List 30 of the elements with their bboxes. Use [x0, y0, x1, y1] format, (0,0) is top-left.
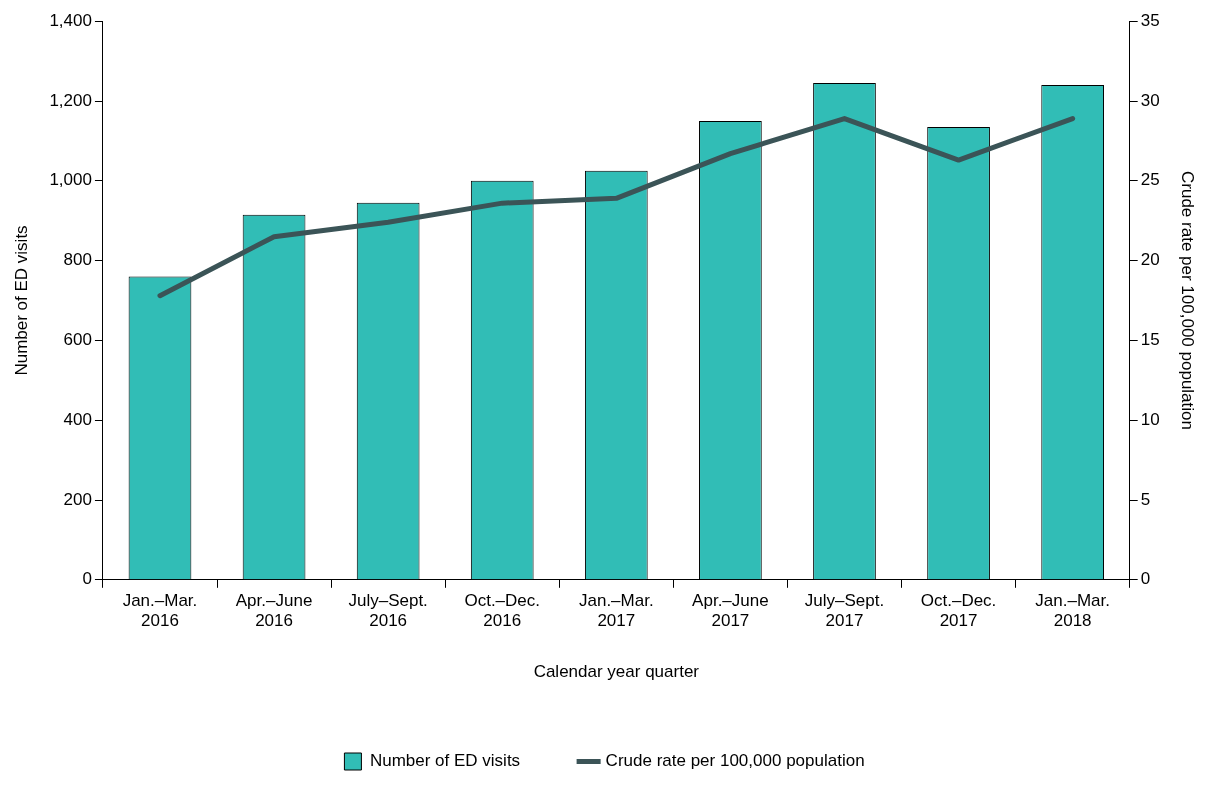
- y-tick-label: 1,000: [49, 170, 92, 190]
- y-tick-label: 200: [63, 489, 92, 509]
- y-tick-label: 600: [63, 330, 92, 350]
- y-axis-title: Number of ED visits: [11, 225, 31, 376]
- x-tick-label: Jan.–Mar. 2016: [122, 590, 198, 631]
- x-tick-label: Jan.–Mar. 2017: [578, 590, 654, 631]
- x-tick-label: Oct.–Dec. 2017: [920, 590, 997, 631]
- y2-tick-label: 20: [1140, 250, 1160, 270]
- x-tick-label: Apr.–June 2016: [235, 590, 313, 631]
- x-tick-label: Jan.–Mar. 2018: [1035, 590, 1110, 631]
- y2-tick-label: 25: [1140, 170, 1160, 190]
- y2-tick-label: 10: [1140, 409, 1160, 429]
- y-tick-label: 1,400: [49, 10, 92, 30]
- y-tick-label: 400: [63, 409, 92, 429]
- y-tick-label: 800: [63, 250, 92, 270]
- y2-tick-label: 35: [1140, 10, 1160, 30]
- y-tick-label: 1,200: [49, 90, 92, 110]
- x-tick-label: Oct.–Dec. 2016: [464, 590, 541, 631]
- x-tick-label: Apr.–June 2017: [692, 590, 769, 631]
- y2-tick-label: 5: [1140, 489, 1151, 509]
- legend-label: Number of ED visits: [369, 751, 521, 771]
- x-axis-title: Calendar year quarter: [533, 662, 700, 682]
- x-tick-label: July–Sept. 2016: [348, 590, 428, 631]
- y-tick-label: 0: [82, 569, 92, 589]
- y2-tick-label: 30: [1140, 90, 1160, 110]
- y2-tick-label: 0: [1140, 569, 1151, 589]
- x-tick-label: July–Sept. 2017: [804, 590, 885, 631]
- legend-label: Crude rate per 100,000 population: [605, 751, 865, 771]
- y2-axis-title: Crude rate per 100,000 population: [1178, 171, 1198, 430]
- y2-tick-label: 15: [1140, 330, 1160, 350]
